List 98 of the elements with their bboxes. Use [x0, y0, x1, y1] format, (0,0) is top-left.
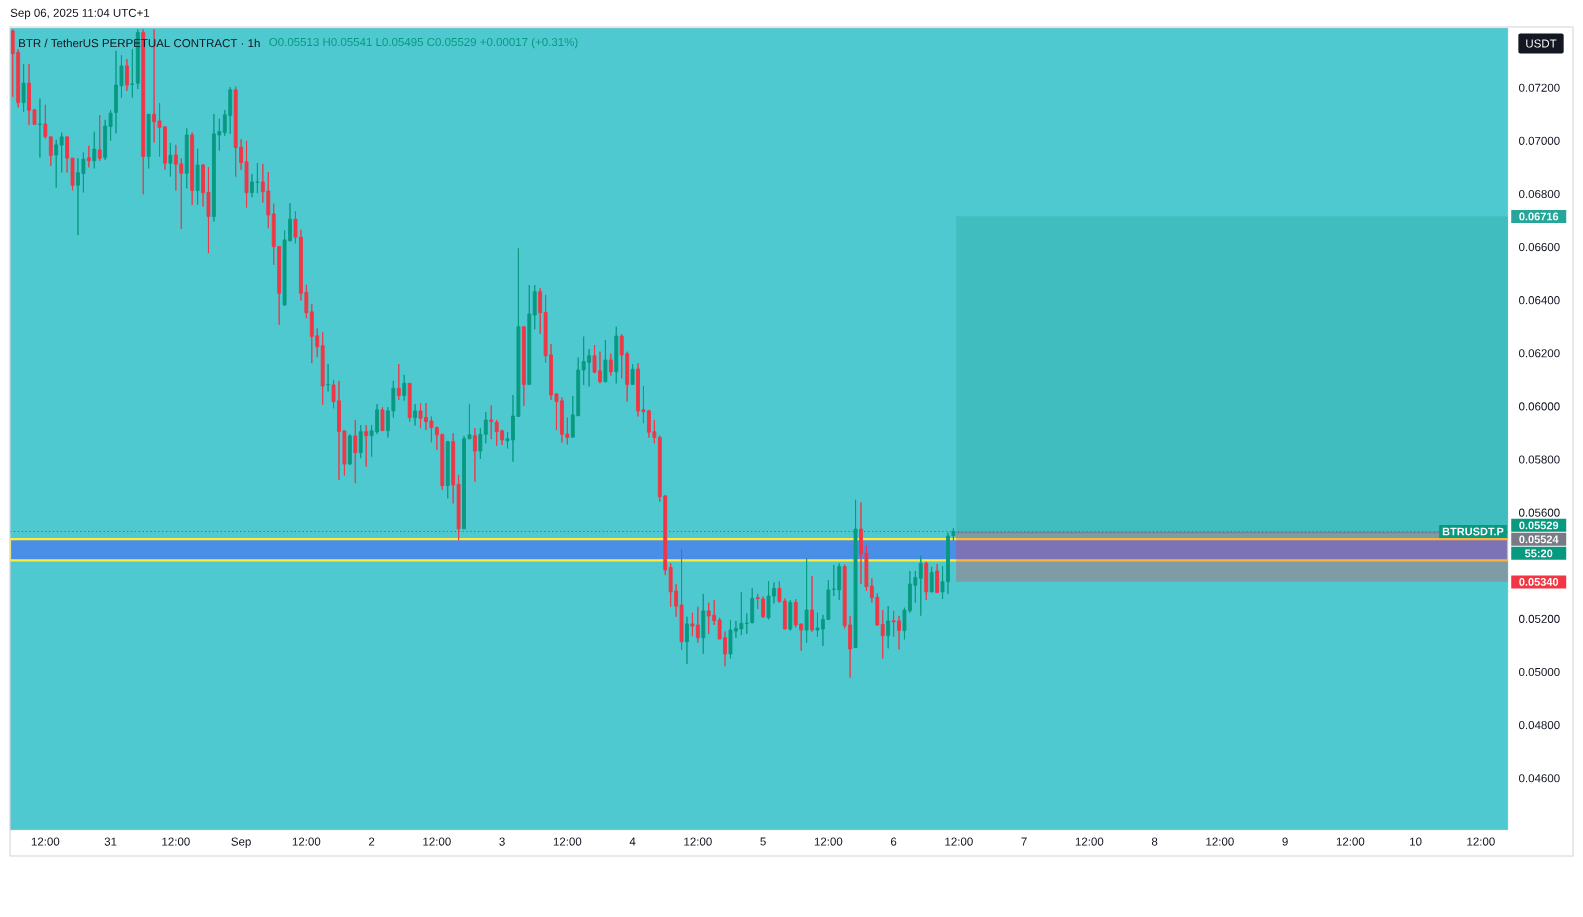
candlestick	[750, 587, 755, 624]
candlestick	[396, 363, 401, 401]
y-tick-label: 0.06400	[1519, 296, 1560, 305]
y-tick-label: 0.07200	[1519, 83, 1560, 92]
x-tick-label: 12:00	[1467, 837, 1495, 846]
candlestick	[146, 113, 151, 169]
candlestick	[353, 419, 358, 484]
candlestick	[358, 424, 363, 459]
x-tick-label: 12:00	[1206, 837, 1234, 846]
y-tick-label: 0.05000	[1519, 667, 1560, 677]
x-tick-label: 31	[104, 837, 117, 846]
candlestick	[489, 405, 494, 440]
candlestick	[326, 363, 331, 392]
band-label: 0.06716	[1519, 212, 1559, 221]
annotation: BTRUSDT.P	[1442, 527, 1504, 536]
candlestick	[48, 136, 53, 167]
candlestick	[130, 48, 135, 99]
candlestick	[402, 374, 407, 402]
candlestick	[195, 148, 200, 206]
candlestick	[918, 555, 923, 617]
x-tick-label: 2	[368, 837, 375, 846]
x-tick-label: 9	[1282, 837, 1288, 846]
y-tick-label: 0.06600	[1519, 243, 1560, 252]
candlestick	[54, 139, 59, 189]
candlestick	[924, 561, 929, 601]
candlestick	[407, 382, 412, 423]
candlestick	[364, 424, 369, 468]
x-tick-label: 10	[1410, 837, 1422, 846]
x-tick-label: Sep	[231, 837, 251, 848]
x-tick-label: 6	[890, 837, 897, 846]
y-tick-label: 0.06000	[1519, 402, 1560, 411]
candlestick	[293, 211, 298, 244]
candlestick	[43, 104, 48, 139]
candlestick	[478, 427, 483, 460]
candlestick	[935, 563, 940, 594]
x-tick-label: 4	[629, 837, 636, 846]
candlestick	[97, 114, 102, 162]
text: Sep 06, 2025 11:04 UTC+1	[10, 8, 150, 20]
candlestick	[37, 98, 42, 159]
candlestick	[701, 593, 706, 655]
candlestick	[521, 326, 526, 407]
y-tick-label: 0.05600	[1519, 508, 1560, 517]
x-tick-label: 12:00	[814, 837, 843, 846]
y-tick-label: 0.04800	[1519, 721, 1560, 730]
candlestick	[608, 353, 613, 377]
candlestick	[804, 557, 809, 644]
y-tick-label: 0.06200	[1519, 349, 1560, 358]
candlestick	[630, 363, 635, 386]
x-tick-label: 12:00	[945, 837, 973, 846]
candlestick	[810, 575, 814, 633]
candlestick	[380, 406, 385, 432]
y-axis-title: USDT	[1526, 39, 1557, 48]
y-tick-label: 0.05800	[1519, 455, 1560, 464]
y-tick-label: 0.04600	[1519, 774, 1560, 783]
candlestick	[527, 284, 532, 385]
x-tick-label: 12:00	[31, 837, 60, 846]
candlestick	[445, 440, 450, 499]
x-tick-label: 3	[499, 837, 505, 846]
candlestick	[532, 284, 537, 330]
x-tick-label: 12:00	[1075, 837, 1104, 846]
candlestick	[886, 605, 891, 649]
x-tick-label: 12:00	[292, 837, 321, 846]
candlestick	[788, 599, 793, 632]
x-tick-label: 12:00	[684, 837, 712, 846]
ref-line-label: 0.05529	[1519, 521, 1559, 530]
text: O0.05513 H0.05541 L0.05495 C0.05529 +0.00017 (+0.31%)	[269, 37, 578, 49]
candlestick	[59, 132, 64, 173]
candlestick	[413, 403, 418, 426]
x-tick-label: 12:00	[1336, 837, 1365, 846]
candlestick	[124, 58, 129, 92]
candlestick	[472, 427, 477, 483]
candlestick	[929, 566, 934, 593]
candlestick	[21, 63, 26, 113]
candlestick	[347, 433, 352, 466]
candlestick	[320, 331, 325, 406]
candlestick	[168, 142, 173, 177]
band-label: 0.05340	[1519, 577, 1559, 586]
y-tick-label: 0.05200	[1519, 614, 1560, 623]
candlestick	[685, 616, 689, 665]
y-tick-label: 0.07000	[1519, 136, 1560, 145]
x-tick-label: 12:00	[553, 837, 582, 846]
candlestick	[880, 609, 885, 659]
x-tick-label: 12:00	[423, 837, 451, 846]
y-tick-label: 0.06800	[1519, 189, 1560, 199]
candlestick	[190, 132, 195, 206]
candlestick	[86, 145, 91, 168]
candlestick	[92, 131, 97, 169]
candlestick	[744, 612, 749, 635]
ref-line-label: 0.05524	[1519, 535, 1559, 544]
x-tick-label: 7	[1021, 837, 1027, 846]
candlestick	[184, 127, 189, 189]
x-tick-label: 8	[1151, 837, 1158, 846]
candlestick	[614, 326, 619, 384]
candlestick	[483, 411, 488, 444]
x-tick-label: 12:00	[162, 837, 190, 846]
text: 55:20	[1525, 549, 1553, 558]
candlestick	[603, 339, 608, 383]
x-tick-label: 5	[760, 837, 766, 846]
